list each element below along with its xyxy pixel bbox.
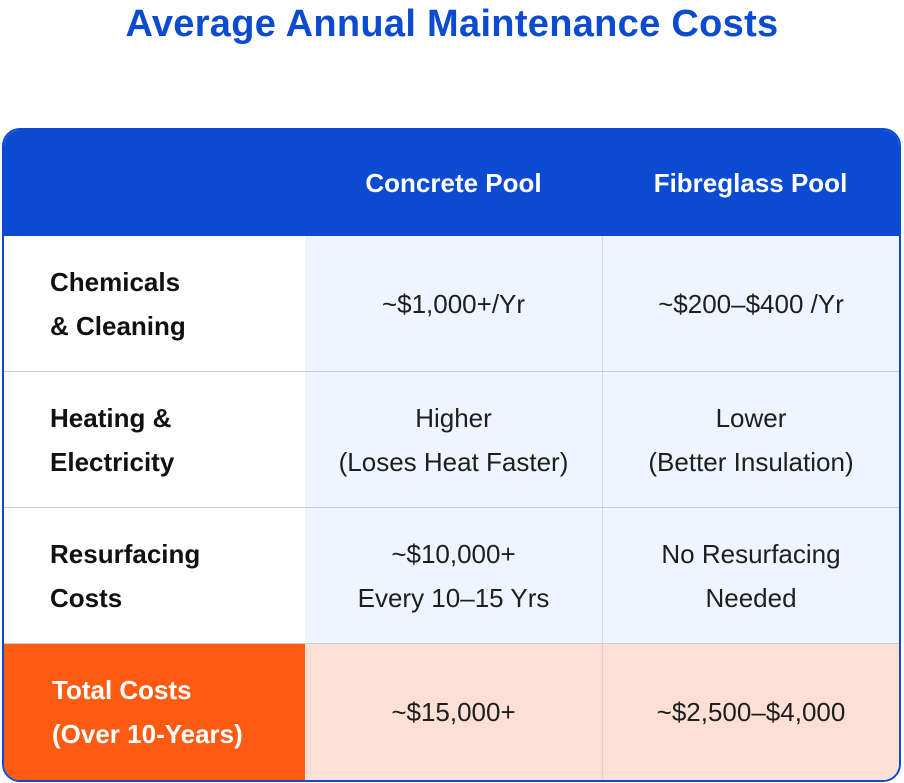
row-label-resurfacing-costs: Resurfacing Costs <box>4 508 305 644</box>
concrete-resurfacing-costs-value: ~$10,000+ Every 10–15 Yrs <box>305 508 602 644</box>
header-corner-cell <box>4 130 305 236</box>
fibreglass-heating-electricity-value: Lower (Better Insulation) <box>602 372 899 508</box>
concrete-chemicals-cleaning-value: ~$1,000+/Yr <box>305 236 602 372</box>
header-fibreglass-pool: Fibreglass Pool <box>602 130 899 236</box>
header-concrete-pool: Concrete Pool <box>305 130 602 236</box>
row-label-chemicals-cleaning: Chemicals & Cleaning <box>4 236 305 372</box>
row-label-heating-electricity: Heating & Electricity <box>4 372 305 508</box>
page-title: Average Annual Maintenance Costs <box>125 3 779 45</box>
concrete-total-costs-value: ~$15,000+ <box>305 644 602 780</box>
fibreglass-total-costs-value: ~$2,500–$4,000 <box>602 644 899 780</box>
concrete-heating-electricity-value: Higher (Loses Heat Faster) <box>305 372 602 508</box>
row-label-total-costs: Total Costs (Over 10-Years) <box>4 644 305 780</box>
comparison-table: Concrete Pool Fibreglass Pool Chemicals … <box>2 128 901 782</box>
fibreglass-resurfacing-costs-value: No Resurfacing Needed <box>602 508 899 644</box>
fibreglass-chemicals-cleaning-value: ~$200–$400 /Yr <box>602 236 899 372</box>
